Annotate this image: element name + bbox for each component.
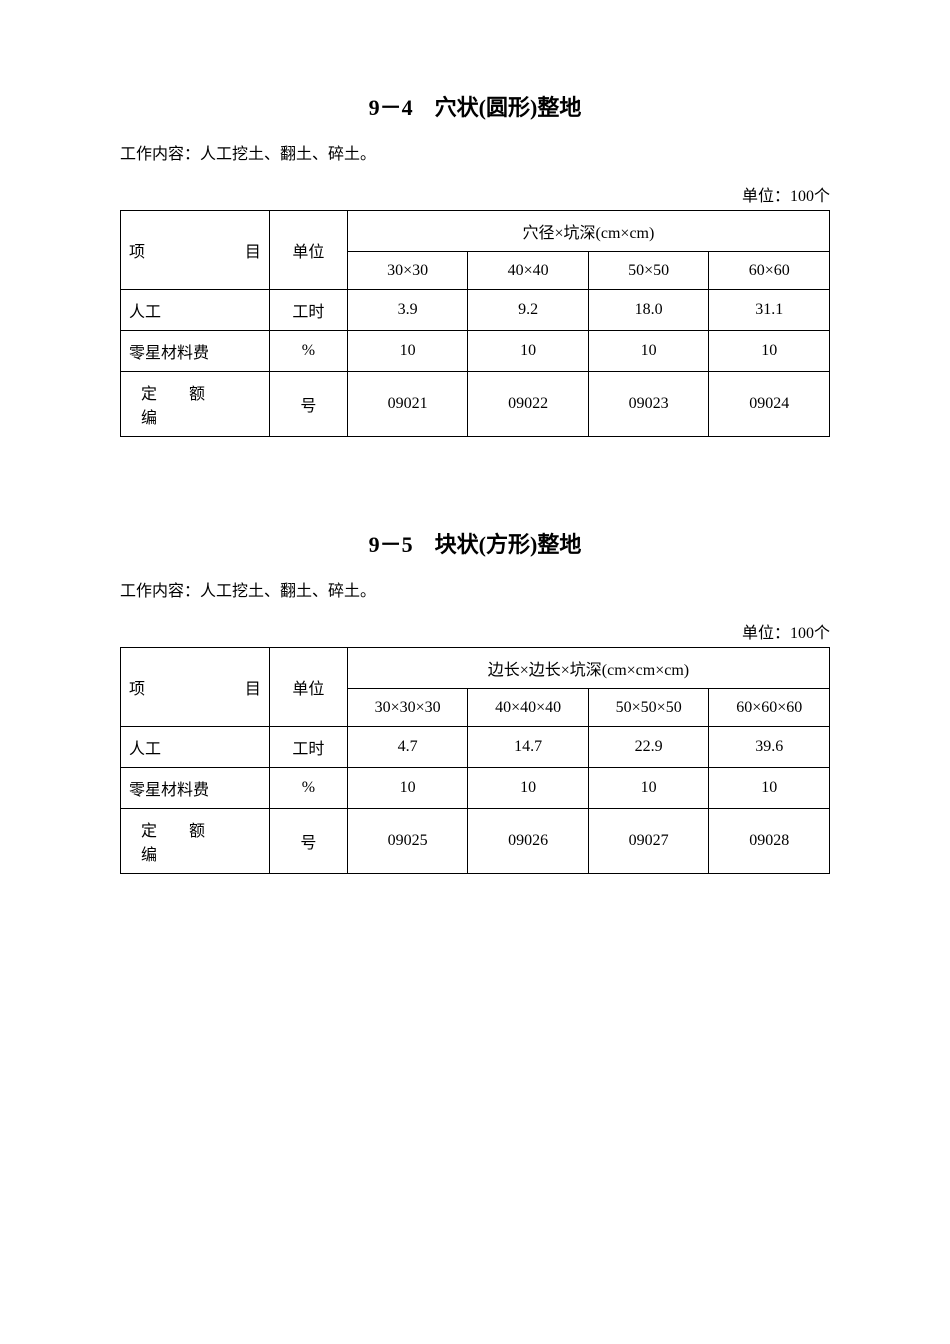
table-9-4: 项 目 单位 穴径×坑深(cm×cm) 30×30 40×40 50×50 60… [120, 210, 830, 437]
quota-value: 09028 [709, 809, 830, 874]
section-9-4-title: 9－4 穴状(圆形)整地 [120, 90, 830, 122]
cell-value: 39.6 [709, 727, 830, 768]
row-label: 零星材料费 [121, 331, 270, 372]
quota-unit: 号 [269, 809, 347, 874]
cell-value: 14.7 [468, 727, 589, 768]
cell-value: 10 [347, 331, 468, 372]
cell-value: 22.9 [588, 727, 709, 768]
section-9-5: 9－5 块状(方形)整地 工作内容：人工挖土、翻土、碎土。 单位：100个 项 … [120, 527, 830, 874]
col-header: 50×50 [588, 252, 709, 290]
table-row: 定 额 编 号 09025 09026 09027 09028 [121, 809, 830, 874]
unit-header: 单位 [269, 211, 347, 290]
row-unit: % [269, 331, 347, 372]
cell-value: 9.2 [468, 290, 589, 331]
row-label: 零星材料费 [121, 768, 270, 809]
cell-value: 10 [588, 331, 709, 372]
section-9-4-unit-text: 单位：100个 [120, 182, 830, 206]
quota-value: 09026 [468, 809, 589, 874]
cell-value: 18.0 [588, 290, 709, 331]
col-header: 40×40×40 [468, 689, 589, 727]
table-row: 项 目 单位 边长×边长×坑深(cm×cm×cm) [121, 648, 830, 689]
quota-label: 定 额 编 [121, 809, 270, 874]
quota-label: 定 额 编 [121, 372, 270, 437]
quota-value: 09023 [588, 372, 709, 437]
table-row: 零星材料费 % 10 10 10 10 [121, 331, 830, 372]
section-9-5-title: 9－5 块状(方形)整地 [120, 527, 830, 559]
dimension-header: 边长×边长×坑深(cm×cm×cm) [347, 648, 829, 689]
section-9-5-unit-text: 单位：100个 [120, 619, 830, 643]
cell-value: 31.1 [709, 290, 830, 331]
row-label: 人工 [121, 290, 270, 331]
section-9-5-work-content: 工作内容：人工挖土、翻土、碎土。 [120, 577, 830, 601]
section-9-4: 9－4 穴状(圆形)整地 工作内容：人工挖土、翻土、碎土。 单位：100个 项 … [120, 90, 830, 437]
table-row: 定 额 编 号 09021 09022 09023 09024 [121, 372, 830, 437]
col-header: 30×30 [347, 252, 468, 290]
table-row: 人工 工时 3.9 9.2 18.0 31.1 [121, 290, 830, 331]
cell-value: 10 [709, 768, 830, 809]
table-9-5: 项 目 单位 边长×边长×坑深(cm×cm×cm) 30×30×30 40×40… [120, 647, 830, 874]
quota-value: 09022 [468, 372, 589, 437]
item-header: 项 目 [121, 211, 270, 290]
section-9-4-work-content: 工作内容：人工挖土、翻土、碎土。 [120, 140, 830, 164]
quota-value: 09027 [588, 809, 709, 874]
quota-unit: 号 [269, 372, 347, 437]
cell-value: 10 [588, 768, 709, 809]
row-unit: 工时 [269, 290, 347, 331]
cell-value: 10 [347, 768, 468, 809]
quota-value: 09021 [347, 372, 468, 437]
cell-value: 4.7 [347, 727, 468, 768]
quota-value: 09025 [347, 809, 468, 874]
quota-value: 09024 [709, 372, 830, 437]
table-row: 项 目 单位 穴径×坑深(cm×cm) [121, 211, 830, 252]
cell-value: 3.9 [347, 290, 468, 331]
cell-value: 10 [709, 331, 830, 372]
unit-header: 单位 [269, 648, 347, 727]
row-label: 人工 [121, 727, 270, 768]
table-row: 零星材料费 % 10 10 10 10 [121, 768, 830, 809]
col-header: 40×40 [468, 252, 589, 290]
col-header: 50×50×50 [588, 689, 709, 727]
cell-value: 10 [468, 331, 589, 372]
dimension-header: 穴径×坑深(cm×cm) [347, 211, 829, 252]
cell-value: 10 [468, 768, 589, 809]
table-row: 人工 工时 4.7 14.7 22.9 39.6 [121, 727, 830, 768]
row-unit: 工时 [269, 727, 347, 768]
col-header: 60×60×60 [709, 689, 830, 727]
col-header: 60×60 [709, 252, 830, 290]
item-header: 项 目 [121, 648, 270, 727]
row-unit: % [269, 768, 347, 809]
col-header: 30×30×30 [347, 689, 468, 727]
